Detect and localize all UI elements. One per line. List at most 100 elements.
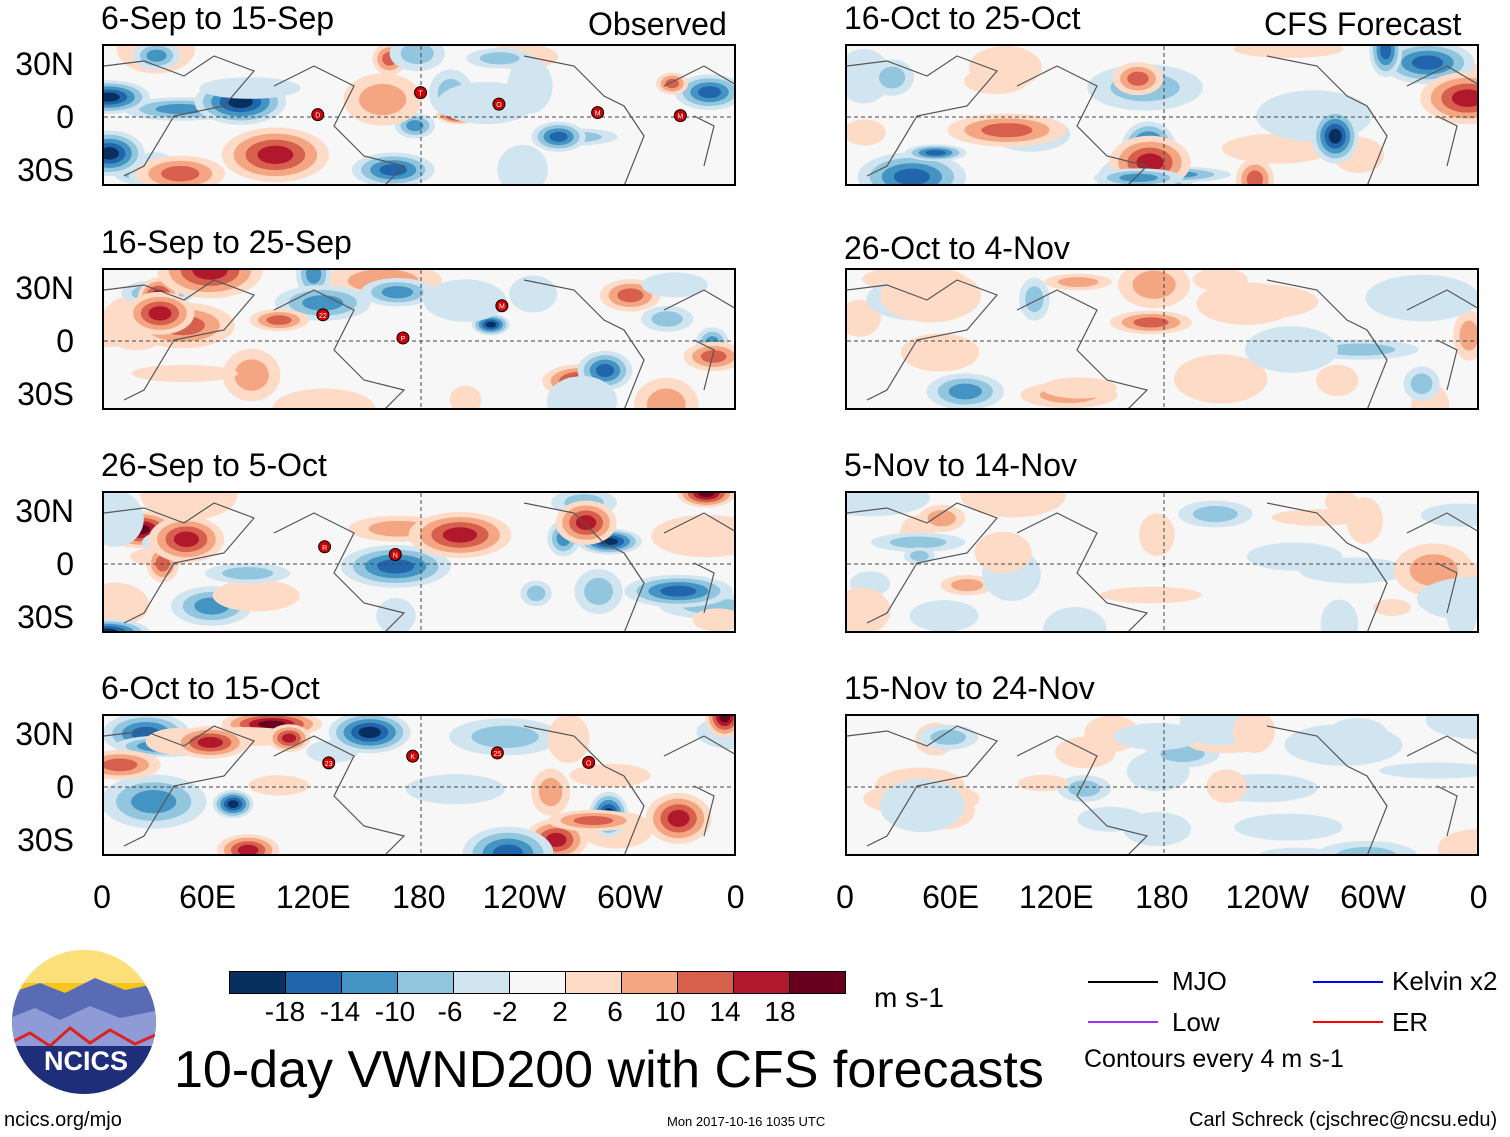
anomaly-contour (227, 800, 239, 808)
anomaly-contour (595, 363, 615, 378)
storm-marker: T (414, 86, 428, 100)
storm-label: O (586, 760, 592, 767)
anomaly-contour (1054, 736, 1116, 769)
observed-label: Observed (588, 6, 727, 42)
coastline (104, 55, 734, 184)
anomaly-contour (646, 388, 686, 408)
anomaly-contour (377, 559, 415, 574)
anomaly-contour (951, 579, 984, 592)
map-panel: 23 K 25 O (102, 714, 736, 856)
map-panel (845, 714, 1479, 856)
anomaly-contour (584, 577, 614, 605)
anomaly-contour (1420, 503, 1477, 527)
anomaly-contour (660, 585, 697, 597)
anomaly-contour (358, 726, 381, 739)
anomaly-contour (1174, 354, 1268, 404)
colorbar-label: 10 (654, 996, 686, 1027)
coastline (847, 279, 1477, 408)
anomaly-contour (1132, 270, 1176, 299)
anomaly-contour (1160, 745, 1205, 763)
legend-line-low (1088, 1021, 1158, 1023)
legend-line-mjo (1088, 981, 1158, 983)
anomaly-contour (1246, 170, 1264, 184)
anomaly-contour (257, 145, 294, 164)
colorbar-units: m s-1 (874, 982, 944, 1013)
legend-kelvin: Kelvin x2 (1392, 966, 1498, 996)
anomaly-contour (485, 321, 497, 328)
colorbar-label: -14 (319, 996, 361, 1027)
anomaly-contour (305, 270, 322, 284)
lat-label: 0 (56, 323, 74, 359)
anomaly-contour (1324, 493, 1358, 515)
colorbar-swatch (566, 972, 622, 993)
panel-title: 6-Sep to 15-Sep (101, 0, 335, 36)
panel-title: 5-Nov to 14-Nov (844, 447, 1077, 483)
colorbar-label: -2 (492, 996, 518, 1027)
storm-label: M (595, 111, 601, 118)
panel-title: 26-Sep to 5-Oct (101, 447, 327, 483)
lat-label: 30S (17, 152, 74, 188)
anomaly-contour (449, 385, 482, 408)
anomaly-contour (1100, 586, 1202, 604)
storm-marker: M (495, 299, 509, 313)
lon-label: 120E (275, 879, 351, 915)
anomaly-contour (359, 83, 407, 116)
anomaly-contour (665, 78, 680, 89)
colorbar-swatch (734, 972, 790, 993)
coastline (104, 502, 734, 631)
lat-label: 30N (15, 46, 74, 82)
panel-title: 15-Nov to 24-Nov (844, 670, 1095, 706)
coastline (847, 725, 1477, 854)
colorbar-label: -6 (437, 996, 463, 1027)
storm-marker: 22 (316, 308, 330, 322)
storm-label: P (401, 336, 406, 343)
colorbar-label: 2 (552, 996, 568, 1027)
anomaly-contour (173, 531, 199, 547)
storm-label: 23 (325, 761, 333, 768)
anomaly-contour (442, 527, 478, 543)
storm-marker: 25 (490, 746, 504, 760)
lon-label: 180 (392, 879, 446, 915)
storm-label: T (418, 91, 423, 98)
anomaly-contour (140, 493, 238, 521)
anomaly-contour (925, 149, 946, 156)
storm-marker: O (582, 755, 596, 769)
anomaly-contour (1365, 274, 1477, 322)
anomaly-contour (1057, 277, 1099, 287)
anomaly-contour (1451, 89, 1477, 107)
storm-marker: M (591, 106, 605, 120)
anomaly-contour (847, 493, 930, 517)
lon-label: 0 (93, 879, 111, 915)
anomaly-contour (479, 52, 520, 65)
anomaly-contour (1246, 542, 1343, 571)
lat-label: 0 (56, 769, 74, 805)
colorbar-swatch (454, 972, 510, 993)
colorbar-label: -10 (374, 996, 416, 1027)
anomaly-contour (927, 510, 956, 527)
anomaly-contour (104, 331, 140, 348)
storm-label: D (315, 113, 320, 120)
anomaly-contour (104, 493, 144, 547)
anomaly-contour (302, 295, 344, 311)
anomaly-contour (547, 716, 590, 764)
map-panel (845, 44, 1479, 186)
anomaly-contour (526, 585, 546, 602)
map-panel (845, 268, 1479, 410)
anomaly-contour (1284, 724, 1403, 766)
forecast-label: CFS Forecast (1264, 6, 1462, 42)
anomaly-contour (948, 383, 982, 400)
anomaly-contour (1025, 286, 1044, 313)
coastline (847, 502, 1477, 631)
anomaly-contour (900, 333, 980, 372)
anomaly-contour (148, 306, 172, 321)
anomaly-contour (1136, 153, 1164, 172)
anomaly-contour (1119, 173, 1158, 182)
anomaly-contour (719, 716, 730, 723)
footer-timestamp: Mon 2017-10-16 1035 UTC (667, 1114, 826, 1129)
anomaly-contour (281, 733, 297, 743)
colorbar-swatch (790, 972, 845, 993)
footer-url[interactable]: ncics.org/mjo (4, 1109, 122, 1131)
storm-marker: P (396, 331, 410, 345)
lat-label: 0 (56, 546, 74, 582)
